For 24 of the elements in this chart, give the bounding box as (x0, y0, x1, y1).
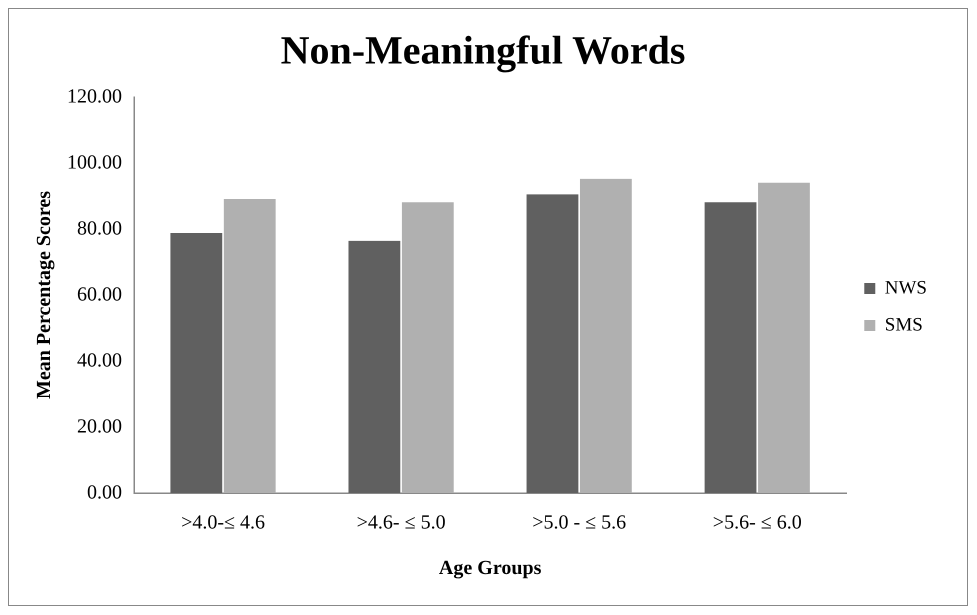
y-axis-title: Mean Percentage Scores (33, 190, 56, 400)
x-tick-label: >4.6- ≤ 5.0 (356, 511, 446, 534)
y-tick-label: 60.00 (77, 283, 122, 306)
bar (526, 194, 578, 493)
y-tick-label: 120.00 (67, 85, 122, 108)
y-tick-label: 0.00 (87, 481, 122, 504)
x-axis-title: Age Groups (438, 557, 542, 580)
bar (704, 202, 756, 493)
bar (402, 202, 454, 493)
legend-label: SMS (884, 314, 923, 336)
bar (224, 198, 276, 493)
bar (580, 178, 632, 493)
y-tick-label: 80.00 (77, 217, 122, 240)
bar (348, 240, 400, 493)
x-tick-label: >5.0 - ≤ 5.6 (532, 511, 626, 534)
y-tick-label: 20.00 (77, 415, 122, 438)
x-tick-label: >4.0-≤ 4.6 (181, 511, 265, 534)
bar (170, 232, 222, 493)
legend-label: NWS (884, 277, 928, 298)
x-tick-label: >5.6- ≤ 6.0 (712, 511, 802, 534)
y-tick-label: 100.00 (67, 151, 122, 174)
bar (758, 182, 810, 493)
chart-title: Non-Meaningful Words (280, 27, 686, 72)
y-tick-label: 40.00 (77, 349, 122, 372)
